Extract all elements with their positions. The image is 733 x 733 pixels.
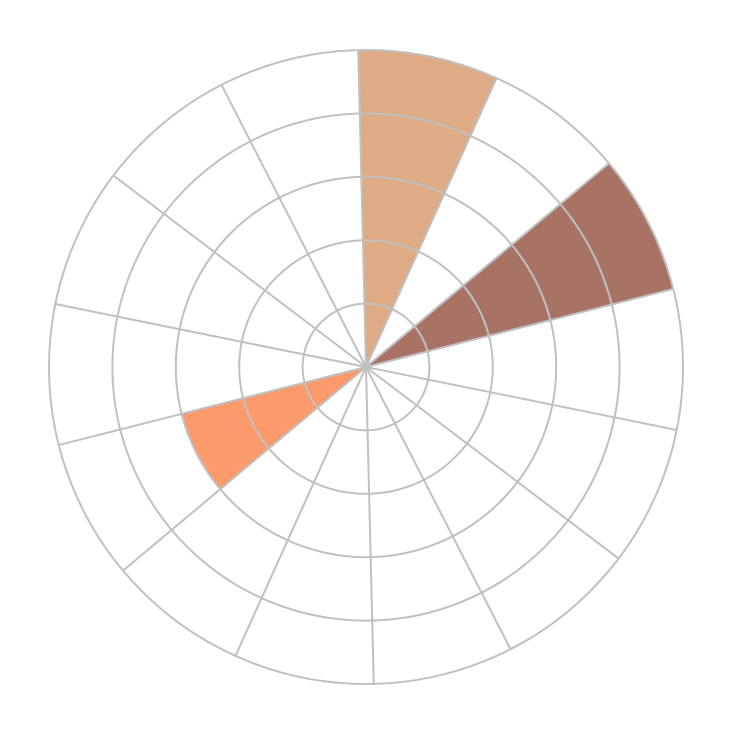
grid-spoke [365,366,375,684]
grid-ring [174,175,558,559]
grid-spoke [357,50,367,368]
grid-spoke [58,366,367,447]
grid-spoke [365,287,674,368]
grid-ring [301,302,431,432]
grid-spoke [220,84,367,368]
grid-spoke [365,162,610,368]
grid-spoke [122,366,367,572]
grid-spoke [365,366,620,560]
grid-spoke [112,174,367,368]
grid-ring [111,112,621,622]
grid-spoke [365,77,498,368]
grid-ring [238,239,494,495]
grid-spoke [55,303,367,368]
grid-spoke [365,366,677,431]
grid-spoke [365,366,512,650]
grid-spoke [234,366,367,657]
grid-ring [48,49,684,685]
